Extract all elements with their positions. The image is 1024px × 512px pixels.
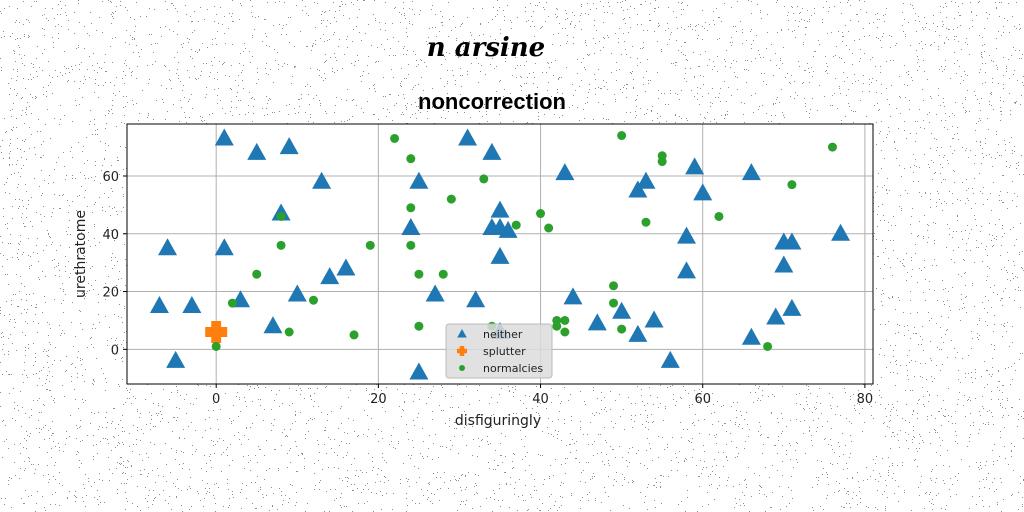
point-normalcies [536, 209, 545, 218]
point-normalcies [479, 174, 488, 183]
point-normalcies [787, 180, 796, 189]
y-tick-label: 20 [102, 286, 119, 301]
x-tick-label: 0 [212, 392, 220, 407]
x-tick-label: 60 [694, 392, 711, 407]
y-axis-label: urethratome [73, 210, 89, 298]
point-normalcies [212, 342, 221, 351]
point-normalcies [406, 154, 415, 163]
point-normalcies [277, 212, 286, 221]
point-normalcies [609, 299, 618, 308]
y-tick-label: 40 [102, 228, 119, 243]
legend-label-normalcies: normalcies [483, 362, 543, 375]
point-normalcies [828, 143, 837, 152]
point-normalcies [366, 241, 375, 250]
point-normalcies [560, 316, 569, 325]
point-normalcies [228, 299, 237, 308]
point-normalcies [285, 328, 294, 337]
point-normalcies [714, 212, 723, 221]
point-normalcies [763, 342, 772, 351]
chart-suptitle: n arsine [427, 33, 545, 63]
legend-label-splutter: splutter [483, 345, 526, 358]
point-normalcies [617, 131, 626, 140]
y-tick-label: 0 [111, 343, 119, 358]
point-normalcies [390, 134, 399, 143]
point-normalcies [252, 270, 261, 279]
point-normalcies [309, 296, 318, 305]
point-normalcies [350, 330, 359, 339]
point-normalcies [447, 195, 456, 204]
point-normalcies [544, 224, 553, 233]
x-axis-label: disfiguringly [455, 413, 541, 429]
legend: neither splutter normalcies [446, 324, 552, 378]
point-normalcies [414, 270, 423, 279]
point-normalcies [512, 221, 521, 230]
point-normalcies [560, 328, 569, 337]
point-normalcies [658, 157, 667, 166]
y-tick-label: 60 [102, 170, 119, 185]
point-normalcies [406, 241, 415, 250]
point-normalcies [414, 322, 423, 331]
point-normalcies [617, 325, 626, 334]
point-normalcies [439, 270, 448, 279]
chart-title: noncorrection [418, 89, 566, 114]
point-normalcies [609, 281, 618, 290]
x-tick-label: 80 [857, 392, 874, 407]
legend-label-neither: neither [483, 328, 523, 341]
point-normalcies [552, 322, 561, 331]
x-tick-label: 40 [532, 392, 549, 407]
point-normalcies [277, 241, 286, 250]
x-tick-label: 20 [370, 392, 387, 407]
point-normalcies [641, 218, 650, 227]
point-normalcies [406, 203, 415, 212]
legend-marker-normalcies [459, 365, 465, 371]
